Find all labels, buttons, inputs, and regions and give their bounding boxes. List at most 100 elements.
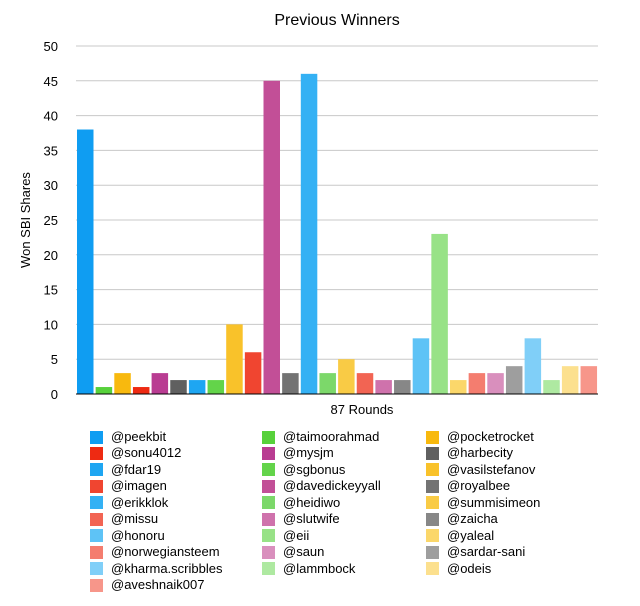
bar-honoru xyxy=(412,338,430,394)
legend-swatch xyxy=(90,479,103,493)
legend-swatch xyxy=(426,512,439,526)
legend-label: @zaicha xyxy=(447,511,498,527)
legend-swatch xyxy=(262,562,275,576)
bar-sonu4012 xyxy=(132,387,150,394)
legend-label: @peekbit xyxy=(111,429,167,444)
legend-swatch xyxy=(90,545,103,559)
legend-item: @harbecity xyxy=(426,445,513,461)
bar-yaleal xyxy=(450,380,467,394)
legend-item: @zaicha xyxy=(426,511,498,527)
chart-title: Previous Winners xyxy=(274,12,399,29)
legend-label: @norwegiansteem xyxy=(111,544,220,560)
bar-sgbonus xyxy=(207,380,225,394)
legend-label: @heidiwo xyxy=(283,494,341,510)
legend-item: @sardar-sani xyxy=(426,544,525,560)
legend-item: @aveshnaik007 xyxy=(90,577,204,593)
legend-label: @yaleal xyxy=(447,527,495,543)
legend-swatch xyxy=(262,479,275,493)
legend-item: @sonu4012 xyxy=(90,445,181,461)
y-tick-label: 5 xyxy=(51,352,58,367)
y-tick-label: 40 xyxy=(44,109,58,124)
legend-swatch xyxy=(90,562,103,576)
bar-taimoorahmad xyxy=(95,387,113,394)
legend-item: @heidiwo xyxy=(262,495,340,511)
legend-item: @yaleal xyxy=(426,528,494,544)
legend-item: @vasilstefanov xyxy=(426,462,535,478)
bar-saun xyxy=(487,373,504,394)
bar-aveshnaik007 xyxy=(580,366,598,394)
bar-heidiwo xyxy=(319,373,336,394)
legend-item: @erikklok xyxy=(90,495,168,511)
legend-item: @sgbonus xyxy=(262,462,345,478)
legend-label: @saun xyxy=(283,544,325,560)
legend-swatch xyxy=(426,430,439,444)
bar-missu xyxy=(356,373,374,394)
y-tick-label: 10 xyxy=(44,317,58,332)
legend-label: @sonu4012 xyxy=(111,445,182,461)
legend-item: @slutwife xyxy=(262,511,340,527)
bar-pocketrocket xyxy=(114,373,131,394)
legend-item: @lammbock xyxy=(262,561,355,577)
legend-label: @pocketrocket xyxy=(447,429,534,444)
legend-item: @saun xyxy=(262,544,324,560)
bar-davedickeyyall xyxy=(263,80,280,395)
legend-item: @pocketrocket xyxy=(426,429,534,445)
legend: @peekbit @taimoorahmad @pocketrocket @sonu4… xyxy=(90,429,630,599)
legend-swatch xyxy=(426,545,439,559)
legend-label: @erikklok xyxy=(111,494,169,510)
legend-label: @davedickeyyall xyxy=(283,478,381,494)
legend-label: @fdar19 xyxy=(111,461,162,477)
y-axis-ticks: 0 5 10 15 20 25 30 35 40 45 50 xyxy=(44,39,58,402)
legend-label: @aveshnaik007 xyxy=(111,577,205,593)
y-tick-label: 30 xyxy=(44,178,58,193)
bar-chart: Previous Winners 0 5 10 15 20 25 30 35 40 45 50 87… xyxy=(18,12,598,417)
bar-kharma-scribbles xyxy=(524,338,542,394)
legend-item: @norwegiansteem xyxy=(90,544,220,560)
bar-erikklok xyxy=(300,73,318,394)
legend-item: @eii xyxy=(262,528,309,544)
legend-item: @missu xyxy=(90,511,158,527)
legend-swatch xyxy=(262,463,275,477)
bar-vasilstefanov xyxy=(226,324,243,394)
legend-item: @mysjm xyxy=(262,445,334,461)
legend-swatch xyxy=(426,479,439,493)
y-tick-label: 25 xyxy=(44,213,58,228)
y-tick-label: 50 xyxy=(44,39,58,54)
legend-swatch xyxy=(262,446,275,460)
y-tick-label: 45 xyxy=(44,74,58,89)
legend-label: @sardar-sani xyxy=(447,544,526,560)
legend-item: @summisimeon xyxy=(426,495,540,511)
bar-sardar-sani xyxy=(505,366,523,394)
legend-label: @sgbonus xyxy=(283,461,346,477)
legend-label: @eii xyxy=(283,527,310,543)
bar-royalbee xyxy=(282,373,299,394)
legend-item: @imagen xyxy=(90,478,167,494)
legend-swatch xyxy=(426,496,439,510)
legend-item: @taimoorahmad xyxy=(262,429,379,445)
legend-swatch xyxy=(426,562,439,576)
legend-item: @honoru xyxy=(90,528,165,544)
gridlines xyxy=(76,45,598,360)
legend-swatch xyxy=(90,578,103,592)
bar-norwegiansteem xyxy=(468,373,486,394)
legend-label: @missu xyxy=(111,511,159,527)
legend-swatch xyxy=(90,430,103,444)
y-axis-label: Won SBI Shares xyxy=(18,172,33,268)
legend-swatch xyxy=(90,446,103,460)
legend-label: @lammbock xyxy=(283,560,356,576)
legend-label: @vasilstefanov xyxy=(447,461,536,477)
legend-swatch xyxy=(90,529,103,543)
legend-swatch xyxy=(262,496,275,510)
y-tick-label: 35 xyxy=(44,143,58,158)
y-tick-label: 20 xyxy=(44,248,58,263)
legend-swatch xyxy=(262,529,275,543)
legend-label: @summisimeon xyxy=(447,494,541,510)
x-axis-label: 87 Rounds xyxy=(331,402,394,417)
legend-label: @imagen xyxy=(111,478,167,494)
legend-swatch xyxy=(90,512,103,526)
legend-swatch xyxy=(262,512,275,526)
bar-zaicha xyxy=(394,380,411,394)
legend-item: @odeis xyxy=(426,561,491,577)
legend-label: @odeis xyxy=(447,560,492,576)
bar-lammbock xyxy=(543,380,560,394)
